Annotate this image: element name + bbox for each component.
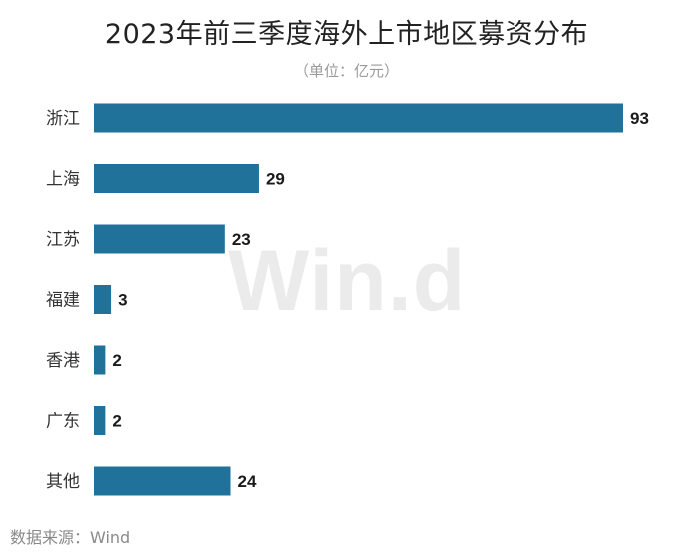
bar — [94, 406, 106, 435]
wind-watermark: Win.d — [228, 233, 467, 329]
value-label: 3 — [118, 291, 127, 310]
bar — [94, 164, 259, 193]
category-label: 福建 — [46, 291, 80, 311]
bar — [94, 224, 225, 254]
value-label: 2 — [112, 412, 121, 431]
chart-subtitle: （单位：亿元） — [293, 62, 399, 80]
chart-title: 2023年前三季度海外上市地区募资分布 — [104, 19, 589, 50]
category-label: 上海 — [46, 170, 80, 190]
value-label: 23 — [232, 230, 251, 249]
value-label: 29 — [266, 170, 285, 189]
category-label: 浙江 — [46, 109, 80, 129]
data-source: 数据来源：Wind — [10, 528, 131, 547]
category-label: 香港 — [46, 351, 80, 371]
value-label: 2 — [112, 351, 121, 370]
bar — [94, 345, 106, 375]
bar — [94, 103, 623, 133]
bar — [94, 466, 231, 496]
value-label: 93 — [630, 109, 649, 128]
category-label: 其他 — [46, 472, 80, 492]
bar — [94, 285, 112, 314]
value-label: 24 — [238, 472, 257, 491]
category-label: 江苏 — [46, 230, 80, 250]
category-label: 广东 — [46, 412, 80, 432]
